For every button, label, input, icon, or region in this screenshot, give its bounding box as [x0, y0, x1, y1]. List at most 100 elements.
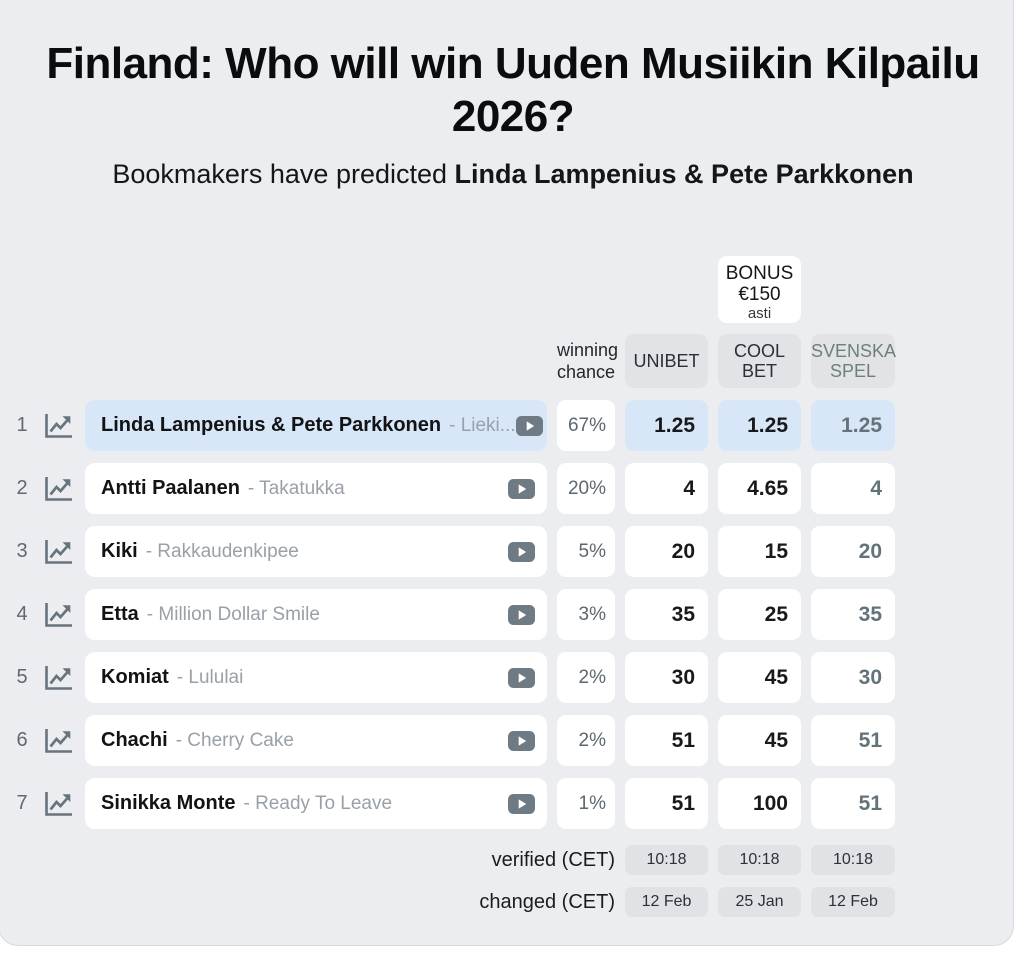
- footer-value-badge: 25 Jan: [718, 887, 801, 917]
- bonus-badge-amount: €150: [738, 284, 781, 305]
- odds-cell[interactable]: 30: [625, 652, 708, 703]
- odds-cell[interactable]: 20: [625, 526, 708, 577]
- table-row: 4 Etta - Million Dollar Smile 3% 35 25 35: [13, 589, 1013, 640]
- rank-number: 1: [16, 414, 28, 436]
- play-button[interactable]: [515, 415, 543, 436]
- entry-pill[interactable]: Chachi - Cherry Cake: [85, 715, 547, 766]
- artist-name: Sinikka Monte: [101, 792, 236, 814]
- footer-value-badge: 12 Feb: [625, 887, 708, 917]
- entries-list: 1 Linda Lampenius & Pete Parkkonen - Lie…: [13, 400, 1013, 829]
- winning-chance-value: 20%: [557, 463, 615, 514]
- odds-cell[interactable]: 15: [718, 526, 801, 577]
- odds-cell[interactable]: 20: [811, 526, 895, 577]
- odds-cell[interactable]: 1.25: [625, 400, 708, 451]
- odds-cell[interactable]: 4.65: [718, 463, 801, 514]
- odds-cell[interactable]: 1.25: [811, 400, 895, 451]
- song-title: - Million Dollar Smile: [146, 603, 320, 625]
- bonus-badge-suffix: asti: [747, 305, 772, 322]
- odds-cell[interactable]: 4: [625, 463, 708, 514]
- bookmaker-header[interactable]: COOL BET: [718, 334, 801, 388]
- footer-value-badge: 10:18: [718, 845, 801, 875]
- odds-card: Finland: Who will win Uuden Musiikin Kil…: [0, 0, 1014, 946]
- winning-chance-value: 5%: [557, 526, 615, 577]
- trend-chart-icon[interactable]: [41, 538, 75, 566]
- odds-cell[interactable]: 1.25: [718, 400, 801, 451]
- trend-chart-icon[interactable]: [41, 412, 75, 440]
- footer-label: verified (CET): [491, 848, 615, 871]
- winning-chance-label: winning chance: [557, 340, 619, 382]
- rank-number: 2: [16, 477, 28, 499]
- entry-pill[interactable]: Komiat - Lululai: [85, 652, 547, 703]
- odds-cell[interactable]: 30: [811, 652, 895, 703]
- table-row: 3 Kiki - Rakkaudenkipee 5% 20 15 20: [13, 526, 1013, 577]
- bookmaker-header[interactable]: UNIBET: [625, 334, 708, 388]
- rank-number: 3: [16, 540, 28, 562]
- odds-cell[interactable]: 51: [811, 778, 895, 829]
- odds-cell[interactable]: 35: [625, 589, 708, 640]
- subtitle-prefix: Bookmakers have predicted: [112, 159, 455, 189]
- predicted-winner: Linda Lampenius & Pete Parkkonen: [454, 159, 914, 189]
- entry-pill[interactable]: Linda Lampenius & Pete Parkkonen - Lieki…: [85, 400, 547, 451]
- artist-name: Chachi: [101, 729, 168, 751]
- play-button[interactable]: [508, 604, 535, 625]
- entry-pill[interactable]: Etta - Million Dollar Smile: [85, 589, 547, 640]
- play-button[interactable]: [508, 793, 535, 814]
- rank-number: 6: [16, 729, 28, 751]
- song-title: - Lieki...: [449, 414, 516, 436]
- odds-cell[interactable]: 51: [625, 778, 708, 829]
- entry-pill[interactable]: Antti Paalanen - Takatukka: [85, 463, 547, 514]
- odds-cell[interactable]: 51: [811, 715, 895, 766]
- table-row: 2 Antti Paalanen - Takatukka 20% 4 4.65 4: [13, 463, 1013, 514]
- artist-name: Antti Paalanen: [101, 477, 240, 499]
- trend-chart-icon[interactable]: [41, 664, 75, 692]
- entry-pill[interactable]: Kiki - Rakkaudenkipee: [85, 526, 547, 577]
- odds-cell[interactable]: 51: [625, 715, 708, 766]
- bonus-badge-title: BONUS: [725, 263, 794, 284]
- page-title: Finland: Who will win Uuden Musiikin Kil…: [46, 39, 980, 141]
- table-row: 7 Sinikka Monte - Ready To Leave 1% 51 10…: [13, 778, 1013, 829]
- page-subtitle: Bookmakers have predicted Linda Lampeniu…: [13, 159, 1013, 190]
- song-title: - Rakkaudenkipee: [145, 540, 299, 562]
- table-row: 1 Linda Lampenius & Pete Parkkonen - Lie…: [13, 400, 1013, 451]
- song-title: - Lululai: [176, 666, 244, 688]
- bonus-badge[interactable]: BONUS €150 asti: [718, 256, 801, 323]
- table-header: winning chance UNIBET COOL BET SVENSKA SPEL: [13, 334, 1013, 388]
- artist-name: Kiki: [101, 540, 138, 562]
- artist-name: Etta: [101, 603, 139, 625]
- trend-chart-icon[interactable]: [41, 727, 75, 755]
- play-button[interactable]: [508, 541, 535, 562]
- winning-chance-value: 2%: [557, 652, 615, 703]
- artist-name: Linda Lampenius & Pete Parkkonen: [101, 414, 442, 436]
- play-button[interactable]: [508, 667, 535, 688]
- odds-cell[interactable]: 35: [811, 589, 895, 640]
- trend-chart-icon[interactable]: [41, 601, 75, 629]
- rank-number: 4: [16, 603, 28, 625]
- entry-pill[interactable]: Sinikka Monte - Ready To Leave: [85, 778, 547, 829]
- bonus-row: BONUS €150 asti: [13, 256, 1013, 323]
- rank-number: 5: [16, 666, 28, 688]
- odds-cell[interactable]: 45: [718, 715, 801, 766]
- winning-chance-value: 67%: [557, 400, 615, 451]
- odds-cell[interactable]: 4: [811, 463, 895, 514]
- trend-chart-icon[interactable]: [41, 475, 75, 503]
- bookmaker-header[interactable]: SVENSKA SPEL: [811, 334, 896, 388]
- song-title: - Cherry Cake: [175, 729, 294, 751]
- rank-number: 7: [16, 792, 28, 814]
- play-button[interactable]: [508, 730, 535, 751]
- footer-row: verified (CET) 10:18 10:18 10:18: [13, 845, 1013, 875]
- odds-cell[interactable]: 45: [718, 652, 801, 703]
- play-button[interactable]: [508, 478, 535, 499]
- odds-cell[interactable]: 100: [718, 778, 801, 829]
- trend-chart-icon[interactable]: [41, 790, 75, 818]
- winning-chance-value: 3%: [557, 589, 615, 640]
- footer-value-badge: 10:18: [625, 845, 708, 875]
- winning-chance-value: 1%: [557, 778, 615, 829]
- table-row: 5 Komiat - Lululai 2% 30 45 30: [13, 652, 1013, 703]
- odds-cell[interactable]: 25: [718, 589, 801, 640]
- artist-name: Komiat: [101, 666, 169, 688]
- table-row: 6 Chachi - Cherry Cake 2% 51 45 51: [13, 715, 1013, 766]
- footer-label: changed (CET): [479, 890, 615, 913]
- song-title: - Takatukka: [247, 477, 345, 499]
- table-footer: verified (CET) 10:18 10:18 10:18 changed (…: [13, 845, 1013, 917]
- footer-value-badge: 10:18: [811, 845, 895, 875]
